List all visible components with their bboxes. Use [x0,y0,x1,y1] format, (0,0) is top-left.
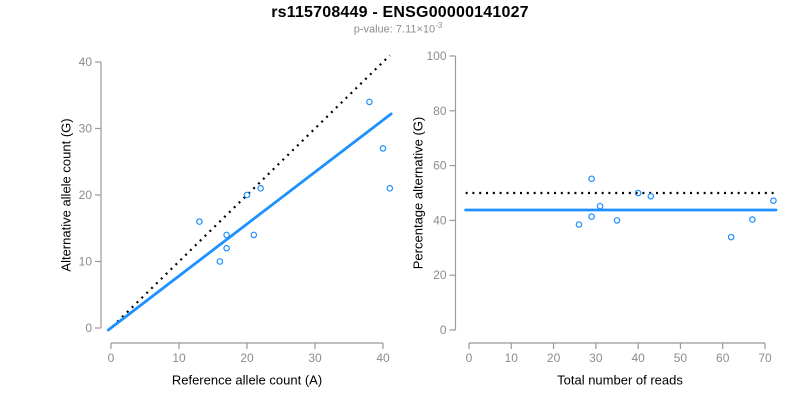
data-point [575,221,583,228]
x-tick-label: 30 [589,351,603,365]
data-point [223,231,230,239]
left-x-axis-title: Reference allele count (A) [171,372,323,388]
y-tick-label: 80 [433,104,447,118]
data-point [250,231,258,239]
data-point [379,145,387,152]
x-tick-label: 10 [172,351,186,365]
data-point [770,197,777,204]
data-point [634,189,642,197]
x-tick-label: 0 [466,351,473,365]
right-x-axis-title: Total number of reads [557,372,683,388]
y-tick-label: 20 [433,268,447,282]
y-tick-label: 0 [85,321,92,335]
y-tick-label: 0 [440,323,447,337]
data-point [243,191,251,199]
data-point [613,217,621,224]
data-point [257,185,264,192]
data-point [727,233,735,241]
x-tick-label: 40 [631,351,645,365]
data-point [223,244,230,252]
left-y-axis-title: Alternative allele count (G) [58,118,74,272]
data-point [588,175,595,183]
identity-line [111,54,391,328]
x-tick-label: 60 [716,351,730,365]
x-tick-label: 50 [674,351,688,365]
figure-subtitle: p-value: 7.11×10-3 [0,21,796,36]
y-tick-label: 30 [79,122,93,136]
x-tick-label: 30 [308,351,322,365]
data-point [386,185,394,192]
x-tick-label: 20 [547,351,561,365]
data-point [749,216,756,223]
x-tick-label: 10 [505,351,519,365]
y-tick-label: 40 [433,213,447,227]
data-point [588,213,595,220]
data-point [596,202,604,210]
figure-title: rs115708449 - ENSG00000141027 [271,4,529,21]
right-y-axis-title: Percentage alternative (G) [410,116,426,270]
data-point [216,258,224,265]
pvalue-text: p-value: 7.11×10 [353,23,436,36]
y-tick-label: 100 [426,49,446,63]
data-point [196,218,203,225]
x-tick-label: 40 [376,351,390,365]
x-tick-label: 70 [758,351,772,365]
pvalue-exponent: -3 [435,21,443,30]
y-tick-label: 10 [79,255,93,269]
data-point [366,98,373,106]
y-tick-label: 20 [79,188,93,202]
regression-line [106,112,393,332]
y-tick-label: 40 [79,55,93,69]
y-tick-label: 60 [433,159,447,173]
x-tick-label: 20 [240,351,254,365]
x-tick-label: 0 [108,351,115,365]
data-point [647,192,655,200]
